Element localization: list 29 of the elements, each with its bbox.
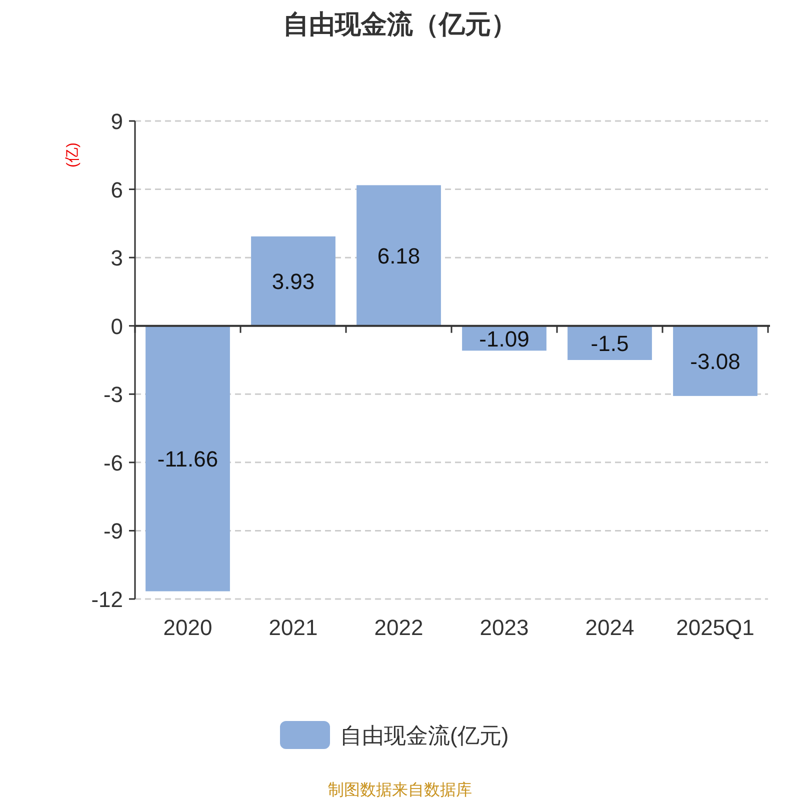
bar	[568, 326, 652, 360]
y-tick-label: -9	[103, 518, 123, 544]
y-axis-title: (亿)	[64, 142, 81, 168]
bar	[146, 326, 230, 592]
y-tick-label: -6	[103, 450, 123, 476]
y-tick-label: 9	[110, 109, 123, 134]
data-label: 3.93	[272, 269, 315, 294]
x-tick-label: 2024	[585, 615, 634, 640]
data-label: -1.5	[590, 330, 629, 356]
y-tick-label: -12	[91, 587, 123, 612]
y-tick-label: 6	[110, 177, 123, 202]
x-tick-label: 2021	[268, 615, 318, 640]
data-label: -1.09	[479, 326, 530, 352]
chart-title: 自由现金流（亿元）	[283, 9, 517, 39]
data-label: -11.66	[157, 446, 218, 472]
x-tick-label: 2023	[480, 615, 529, 640]
data-label: -3.08	[690, 348, 740, 374]
data-label: 6.18	[377, 244, 420, 269]
text: 制图数据来自数据库	[328, 781, 472, 799]
bar	[251, 236, 336, 326]
y-tick-label: 3	[110, 246, 123, 271]
bar	[673, 326, 758, 396]
y-tick-label: 0	[110, 314, 123, 339]
x-tick-label: 2020	[163, 615, 212, 640]
y-tick-label: -3	[103, 382, 123, 408]
x-tick-label: 2022	[374, 615, 424, 640]
x-tick-label: 2025Q1	[676, 615, 754, 640]
bar	[356, 185, 441, 326]
legend-label: 自由现金流(亿元)	[340, 723, 509, 748]
